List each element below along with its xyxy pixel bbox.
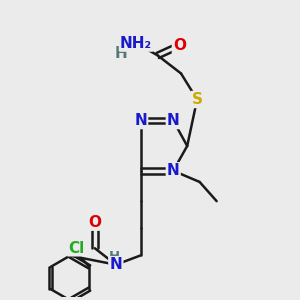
Text: H: H — [115, 46, 128, 61]
Text: O: O — [88, 215, 101, 230]
Text: N: N — [110, 257, 122, 272]
Text: N: N — [167, 163, 180, 178]
Text: S: S — [192, 92, 203, 107]
Text: H: H — [109, 250, 120, 263]
Text: N: N — [134, 113, 147, 128]
Text: NH₂: NH₂ — [120, 36, 152, 51]
Text: N: N — [167, 113, 180, 128]
Text: O: O — [173, 38, 186, 53]
Text: Cl: Cl — [68, 241, 84, 256]
